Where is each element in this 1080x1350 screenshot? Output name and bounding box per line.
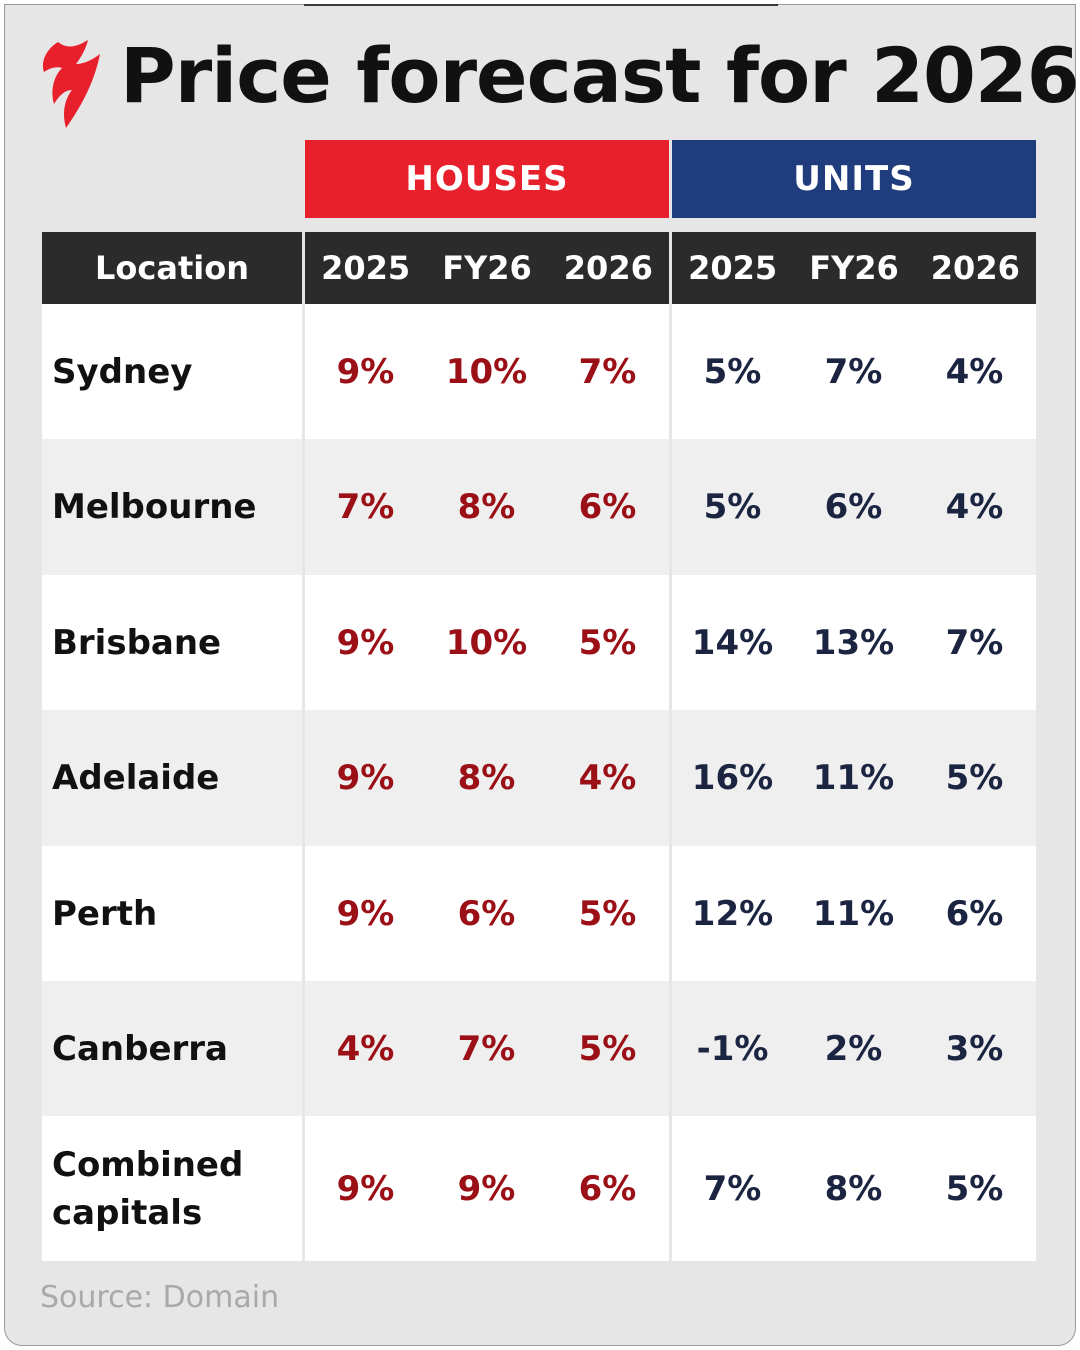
source-note: Source: Domain	[40, 1280, 280, 1315]
houses-value-cell: 7%	[578, 351, 637, 392]
houses-value-cell: 9%	[336, 622, 395, 663]
houses-value-cell: 8%	[457, 487, 516, 527]
location-cell: Adelaide	[52, 758, 220, 798]
units-value-cell: 14%	[691, 622, 774, 663]
houses-group-header: HOUSES	[305, 140, 669, 218]
units-value-cell: 12%	[691, 893, 774, 934]
units-value-cell: 6%	[945, 893, 1004, 934]
units-value-cell: 11%	[812, 758, 895, 798]
houses-value-cell: 4%	[336, 1028, 395, 1069]
houses-value-cell: 6%	[457, 893, 516, 934]
table-row: Sydney 9% 10% 7% 5% 7% 4%	[42, 304, 1036, 439]
houses-value-cell: 4%	[578, 758, 637, 798]
table-row: Combined capitals 9% 9% 6% 7% 8% 5%	[42, 1116, 1036, 1261]
table-row: Adelaide 9% 8% 4% 16% 11% 5%	[42, 710, 1036, 846]
houses-2026-header: 2026	[563, 249, 653, 287]
units-value-cell: 5%	[703, 487, 762, 527]
units-fy26-header: FY26	[809, 249, 899, 287]
houses-value-cell: 7%	[336, 487, 395, 527]
table-row: Brisbane 9% 10% 5% 14% 13% 7%	[42, 575, 1036, 710]
units-year-headers: 2025 FY26 2026	[672, 232, 1036, 304]
table-row: Perth 9% 6% 5% 12% 11% 6%	[42, 846, 1036, 981]
houses-value-cell: 6%	[578, 487, 637, 527]
houses-value-cell: 10%	[445, 351, 528, 392]
table-row: Canberra 4% 7% 5% -1% 2% 3%	[42, 981, 1036, 1116]
units-2026-header: 2026	[930, 249, 1020, 287]
page-title: Price forecast for 2026	[120, 31, 1080, 120]
houses-fy26-header: FY26	[442, 249, 532, 287]
houses-value-cell: 9%	[336, 1168, 395, 1209]
houses-year-headers: 2025 FY26 2026	[305, 232, 669, 304]
houses-value-cell: 8%	[457, 758, 516, 798]
location-column-header: Location	[42, 232, 302, 304]
column-divider	[302, 304, 305, 1261]
units-value-cell: -1%	[696, 1028, 769, 1069]
units-value-cell: 7%	[703, 1168, 762, 1209]
houses-value-cell: 9%	[336, 351, 395, 392]
table-row: Melbourne 7% 8% 6% 5% 6% 4%	[42, 439, 1036, 575]
units-value-cell: 5%	[945, 758, 1004, 798]
units-2025-header: 2025	[688, 249, 778, 287]
houses-value-cell: 9%	[336, 893, 395, 934]
units-value-cell: 5%	[945, 1168, 1004, 1209]
houses-value-cell: 7%	[457, 1028, 516, 1069]
houses-value-cell: 6%	[578, 1168, 637, 1209]
location-cell: Combined capitals	[52, 1144, 244, 1233]
units-value-cell: 8%	[824, 1168, 883, 1209]
units-value-cell: 7%	[945, 622, 1004, 663]
units-value-cell: 7%	[824, 351, 883, 392]
units-value-cell: 16%	[691, 758, 774, 798]
houses-value-cell: 5%	[578, 893, 637, 934]
houses-value-cell: 10%	[445, 622, 528, 663]
column-divider	[669, 304, 672, 1261]
houses-2025-header: 2025	[321, 249, 411, 287]
brand-logo-icon	[42, 40, 100, 128]
units-value-cell: 3%	[945, 1028, 1004, 1069]
units-value-cell: 2%	[824, 1028, 883, 1069]
location-cell: Melbourne	[52, 487, 257, 527]
units-value-cell: 6%	[824, 487, 883, 527]
houses-value-cell: 5%	[578, 1028, 637, 1069]
location-cell: Brisbane	[52, 622, 222, 663]
location-cell: Perth	[52, 893, 158, 934]
houses-value-cell: 9%	[336, 758, 395, 798]
top-divider	[304, 4, 778, 6]
units-value-cell: 13%	[812, 622, 895, 663]
units-value-cell: 4%	[945, 487, 1004, 527]
location-cell: Canberra	[52, 1028, 228, 1069]
houses-value-cell: 9%	[457, 1168, 516, 1209]
units-group-header: UNITS	[672, 140, 1036, 218]
houses-value-cell: 5%	[578, 622, 637, 663]
location-cell: Sydney	[52, 351, 193, 392]
units-value-cell: 11%	[812, 893, 895, 934]
units-value-cell: 5%	[703, 351, 762, 392]
units-value-cell: 4%	[945, 351, 1004, 392]
